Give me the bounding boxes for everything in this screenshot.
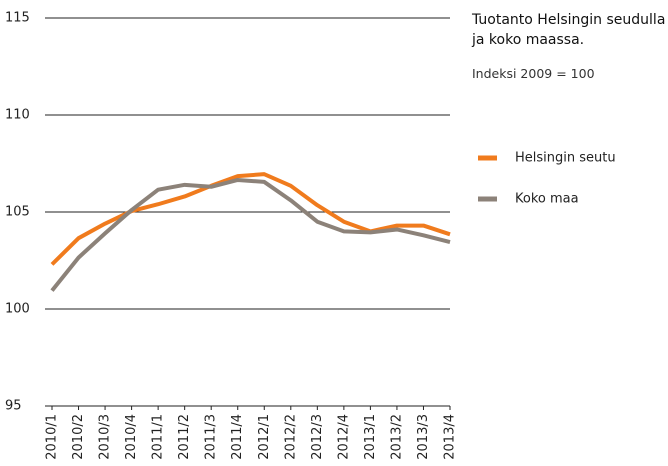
legend-label: Helsingin seutu — [515, 151, 616, 166]
x-tick-label: 2012/2 — [283, 414, 298, 460]
x-tick-label: 2012/4 — [336, 414, 351, 460]
series-line — [50, 177, 451, 292]
y-tick-label: 105 — [5, 205, 30, 220]
legend-label: Koko maa — [515, 192, 579, 207]
x-tick-label: 2011/1 — [151, 414, 166, 460]
x-tick-label: 2012/1 — [257, 414, 272, 460]
chart-subtitle: Indeksi 2009 = 100 — [472, 66, 595, 81]
chart-title: Tuotanto Helsingin seudulla ja koko maas… — [472, 12, 666, 48]
x-tick-label: 2012/3 — [310, 414, 325, 460]
y-tick-label: 100 — [5, 302, 30, 317]
x-tick-label: 2011/2 — [177, 414, 192, 460]
y-tick-label: 110 — [5, 108, 30, 123]
x-tick-label: 2010/4 — [124, 414, 139, 460]
series-line — [50, 172, 451, 266]
x-tick-label: 2011/4 — [230, 414, 245, 460]
x-tick-label: 2013/2 — [389, 414, 404, 460]
x-tick-label: 2010/2 — [71, 414, 86, 460]
x-tick-label: 2013/3 — [416, 414, 431, 460]
x-tick-label: 2013/1 — [363, 414, 378, 460]
x-tick-label: 2010/3 — [98, 414, 113, 460]
y-tick-label: 95 — [5, 399, 22, 414]
x-tick-label: 2013/4 — [443, 414, 458, 460]
x-tick-label: 2011/3 — [204, 414, 219, 460]
y-tick-label: 115 — [5, 11, 30, 26]
x-tick-label: 2010/1 — [45, 414, 60, 460]
